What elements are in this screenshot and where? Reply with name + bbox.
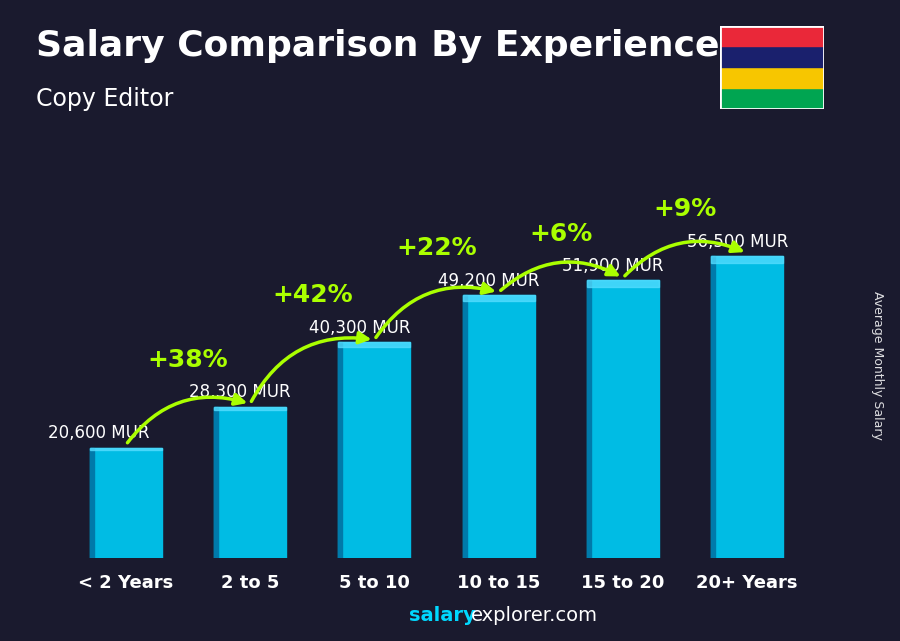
- Text: 51,900 MUR: 51,900 MUR: [562, 257, 663, 275]
- Text: +6%: +6%: [529, 222, 592, 246]
- Bar: [463, 295, 466, 558]
- Bar: [587, 281, 659, 558]
- Bar: [90, 447, 162, 450]
- Bar: [711, 256, 716, 558]
- Bar: [90, 447, 94, 558]
- Text: 56,500 MUR: 56,500 MUR: [687, 233, 788, 251]
- Bar: [711, 256, 783, 558]
- Text: 28,300 MUR: 28,300 MUR: [189, 383, 291, 401]
- Text: +22%: +22%: [396, 236, 477, 260]
- Bar: [720, 88, 824, 109]
- Bar: [463, 295, 535, 558]
- Bar: [214, 406, 286, 410]
- Text: Salary Comparison By Experience: Salary Comparison By Experience: [36, 29, 719, 63]
- Bar: [214, 406, 218, 558]
- Bar: [90, 447, 162, 558]
- Bar: [338, 342, 410, 347]
- Bar: [338, 342, 342, 558]
- Bar: [711, 256, 783, 263]
- Text: +38%: +38%: [148, 347, 229, 372]
- Text: 49,200 MUR: 49,200 MUR: [438, 272, 539, 290]
- Text: 40,300 MUR: 40,300 MUR: [309, 319, 410, 337]
- Text: 20,600 MUR: 20,600 MUR: [48, 424, 149, 442]
- Text: salary: salary: [410, 606, 476, 625]
- Bar: [720, 26, 824, 46]
- Bar: [587, 281, 591, 558]
- Text: Average Monthly Salary: Average Monthly Salary: [871, 291, 884, 440]
- Text: explorer.com: explorer.com: [471, 606, 598, 625]
- Bar: [463, 295, 535, 301]
- Bar: [214, 406, 286, 558]
- Text: +9%: +9%: [653, 197, 716, 221]
- Bar: [720, 67, 824, 88]
- Text: Copy Editor: Copy Editor: [36, 87, 174, 110]
- Bar: [720, 47, 824, 67]
- Text: +42%: +42%: [272, 283, 353, 308]
- Bar: [338, 342, 410, 558]
- Bar: [587, 280, 659, 287]
